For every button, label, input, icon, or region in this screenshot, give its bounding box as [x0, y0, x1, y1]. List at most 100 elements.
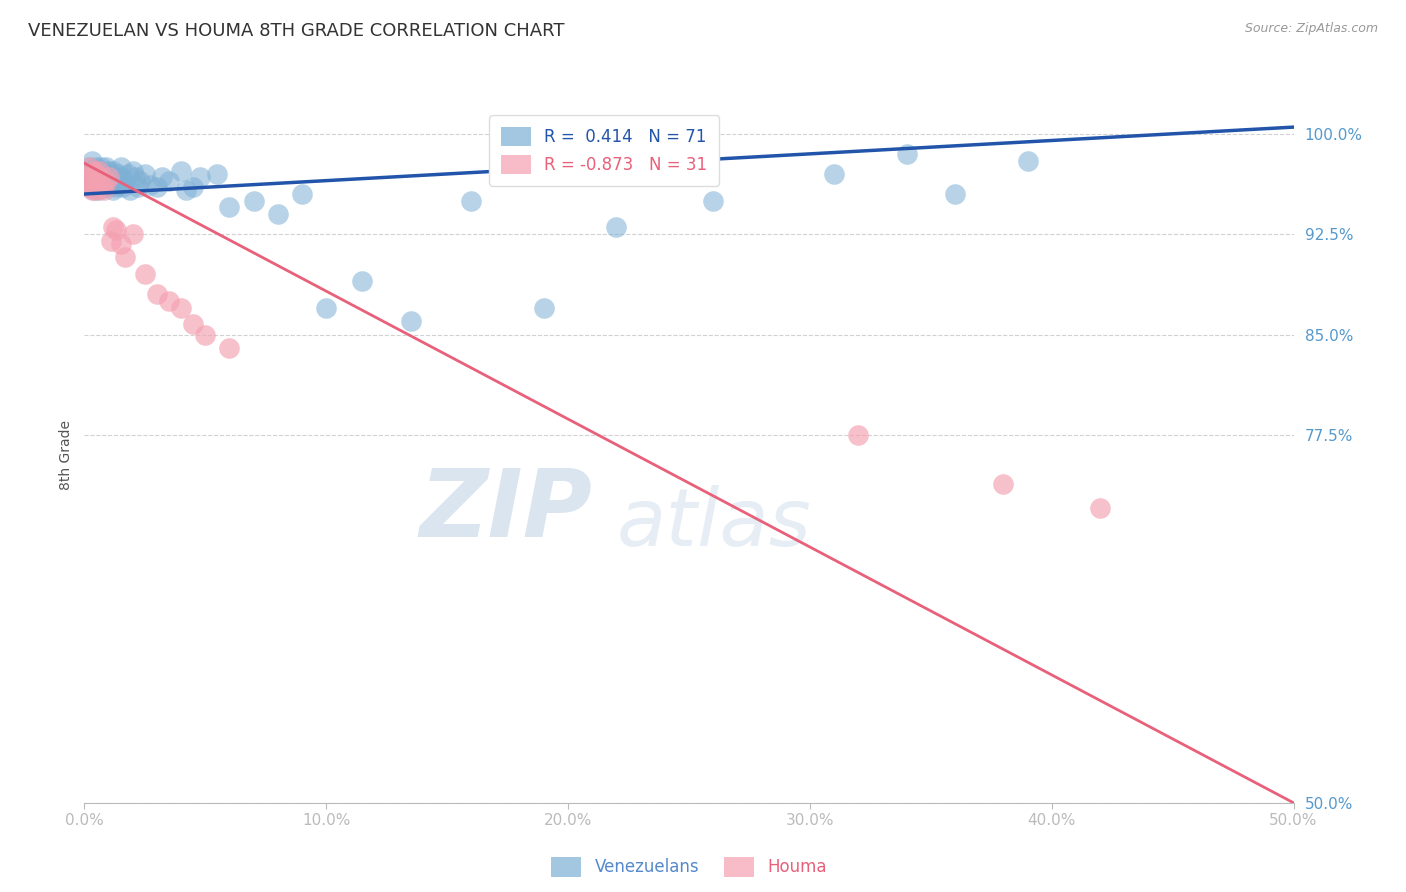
Point — [80, 153, 103, 168]
Point — [83, 183, 105, 197]
Point — [146, 287, 169, 301]
Point — [121, 164, 143, 178]
Point — [90, 164, 112, 178]
Point — [83, 173, 105, 188]
Point — [129, 173, 152, 188]
Point — [150, 169, 173, 184]
Point — [77, 169, 100, 184]
Point — [114, 250, 136, 264]
Point — [87, 169, 110, 184]
Point — [823, 167, 845, 181]
Point — [77, 161, 100, 175]
Point — [157, 173, 180, 188]
Point — [80, 178, 103, 192]
Point — [87, 178, 110, 192]
Point — [190, 169, 212, 184]
Point — [94, 161, 117, 175]
Point — [76, 164, 98, 178]
Point — [194, 327, 217, 342]
Point — [80, 183, 103, 197]
Point — [86, 180, 108, 194]
Point — [993, 477, 1015, 491]
Point — [124, 169, 146, 184]
Point — [83, 164, 105, 178]
Point — [93, 183, 115, 197]
Point — [77, 161, 100, 175]
Legend: Venezuelans, Houma: Venezuelans, Houma — [543, 849, 835, 885]
Point — [97, 169, 120, 184]
Point — [80, 167, 103, 181]
Point — [146, 180, 169, 194]
Point — [157, 294, 180, 309]
Point — [315, 301, 337, 315]
Point — [103, 183, 125, 197]
Point — [218, 201, 240, 215]
Point — [104, 223, 127, 237]
Point — [218, 341, 240, 355]
Point — [90, 180, 112, 194]
Point — [1088, 501, 1111, 516]
Point — [110, 161, 132, 175]
Point — [80, 167, 103, 181]
Point — [138, 178, 160, 192]
Point — [100, 173, 122, 188]
Point — [86, 161, 108, 175]
Point — [120, 183, 142, 197]
Point — [207, 167, 229, 181]
Text: Source: ZipAtlas.com: Source: ZipAtlas.com — [1244, 22, 1378, 36]
Point — [103, 164, 125, 178]
Point — [127, 180, 149, 194]
Text: ZIP: ZIP — [419, 465, 592, 557]
Point — [93, 173, 115, 188]
Point — [83, 164, 105, 178]
Point — [170, 301, 193, 315]
Point — [86, 183, 108, 197]
Point — [1017, 153, 1039, 168]
Point — [94, 173, 117, 188]
Point — [121, 227, 143, 241]
Point — [94, 178, 117, 192]
Point — [97, 180, 120, 194]
Point — [134, 268, 156, 282]
Point — [181, 317, 204, 331]
Point — [103, 220, 125, 235]
Point — [896, 146, 918, 161]
Text: atlas: atlas — [616, 485, 811, 564]
Point — [267, 207, 290, 221]
Point — [107, 178, 129, 192]
Point — [460, 194, 482, 208]
Point — [93, 167, 115, 181]
Point — [533, 301, 555, 315]
Point — [846, 428, 869, 442]
Point — [399, 314, 422, 328]
Point — [117, 167, 139, 181]
Point — [104, 173, 127, 188]
Point — [76, 173, 98, 188]
Point — [97, 169, 120, 184]
Point — [77, 180, 100, 194]
Point — [605, 220, 627, 235]
Point — [107, 167, 129, 181]
Point — [93, 180, 115, 194]
Point — [86, 173, 108, 188]
Text: VENEZUELAN VS HOUMA 8TH GRADE CORRELATION CHART: VENEZUELAN VS HOUMA 8TH GRADE CORRELATIO… — [28, 22, 565, 40]
Point — [242, 194, 264, 208]
Point — [702, 194, 724, 208]
Point — [87, 164, 110, 178]
Point — [77, 180, 100, 194]
Point — [112, 180, 135, 194]
Point — [352, 274, 374, 288]
Point — [134, 167, 156, 181]
Point — [100, 234, 122, 248]
Point — [170, 164, 193, 178]
Point — [90, 161, 112, 175]
Y-axis label: 8th Grade: 8th Grade — [59, 420, 73, 490]
Point — [291, 187, 314, 202]
Point — [87, 183, 110, 197]
Point — [90, 169, 112, 184]
Point — [181, 180, 204, 194]
Point — [174, 183, 197, 197]
Point — [114, 173, 136, 188]
Point — [76, 169, 98, 184]
Point — [97, 164, 120, 178]
